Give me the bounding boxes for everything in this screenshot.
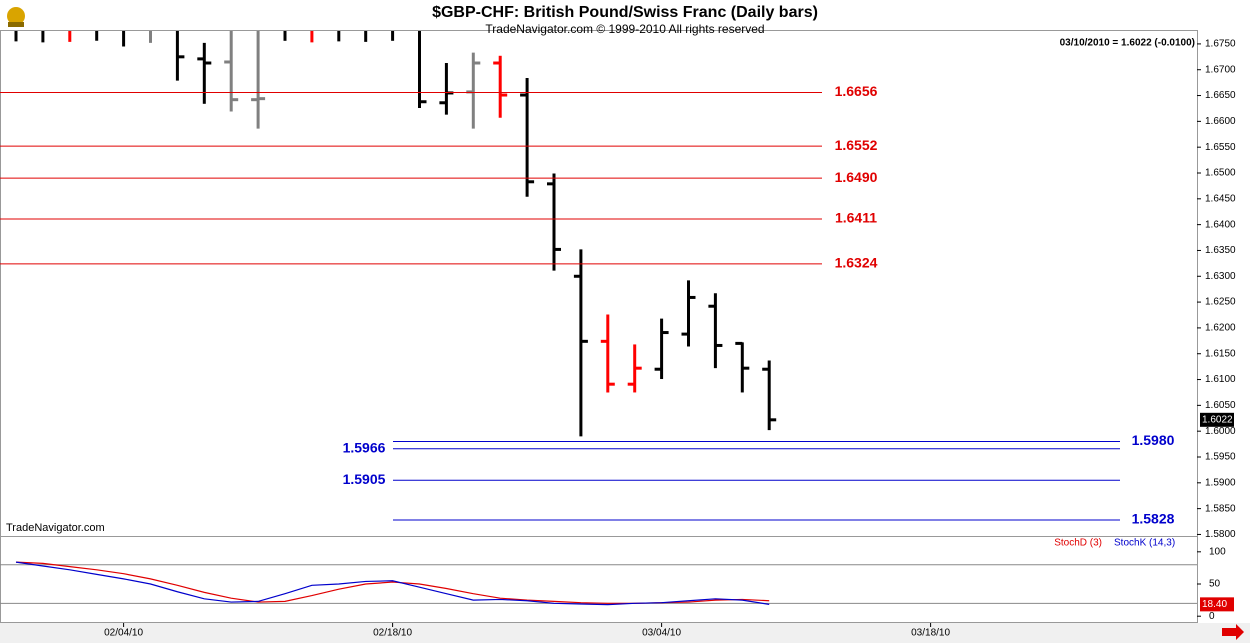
watermark: TradeNavigator.com <box>6 522 105 534</box>
x-tick-label: 03/04/10 <box>642 628 681 639</box>
y-tick-label: 1.6050 <box>1205 400 1236 411</box>
y-tick-label: 1.6000 <box>1205 426 1236 437</box>
level-label: 1.6552 <box>835 137 878 153</box>
level-label: 1.5828 <box>1132 511 1175 527</box>
stoch-panel <box>0 536 1198 623</box>
stoch-last-box <box>1200 597 1234 612</box>
y-tick-label: 1.6100 <box>1205 374 1236 385</box>
date-axis <box>0 623 1250 643</box>
logo <box>7 7 25 27</box>
y-tick-label: 0 <box>1209 611 1215 622</box>
legend-entry: StochD (3) <box>1054 538 1102 549</box>
price-plot <box>14 31 777 437</box>
x-tick-label: 03/18/10 <box>911 628 950 639</box>
chart-title: $GBP-CHF: British Pound/Swiss Franc (Dai… <box>432 4 818 21</box>
y-tick-label: 1.6550 <box>1205 142 1236 153</box>
legend-entry: StochK (14,3) <box>1114 538 1175 549</box>
y-tick-label: 1.6600 <box>1205 116 1236 127</box>
level-label: 1.6490 <box>835 169 878 185</box>
y-tick-label: 1.5900 <box>1205 477 1236 488</box>
x-tick-label: 02/04/10 <box>104 628 143 639</box>
y-tick-label: 1.5950 <box>1205 452 1236 463</box>
y-tick-label: 1.6750 <box>1205 39 1236 50</box>
y-tick-label: 1.6200 <box>1205 323 1236 334</box>
chart-subtitle: TradeNavigator.com © 1999-2010 All right… <box>485 22 764 36</box>
last-price-box <box>1200 412 1234 427</box>
y-tick-label: 1.6300 <box>1205 271 1236 282</box>
y-tick-label: 1.6450 <box>1205 193 1236 204</box>
level-label: 1.5966 <box>343 439 386 455</box>
level-label: 1.6411 <box>835 210 877 226</box>
y-tick-label: 1.5850 <box>1205 503 1236 514</box>
y-tick-label: 1.6500 <box>1205 168 1236 179</box>
y-tick-label: 1.6250 <box>1205 297 1236 308</box>
last-price-label: 1.6022 <box>1202 414 1233 425</box>
stoch-line <box>15 561 770 606</box>
x-tick-label: 02/18/10 <box>373 628 412 639</box>
level-label: 1.6656 <box>835 83 878 99</box>
level-label: 1.5905 <box>343 471 386 487</box>
y-tick-label: 50 <box>1209 579 1221 590</box>
stoch-last-label: 18.40 <box>1202 599 1227 610</box>
scroll-arrow[interactable] <box>1222 624 1244 640</box>
y-tick-label: 1.6400 <box>1205 219 1236 230</box>
y-tick-label: 1.6350 <box>1205 245 1236 256</box>
y-tick-label: 1.6700 <box>1205 64 1236 75</box>
last-info: 03/10/2010 = 1.6022 (-0.0100) <box>1060 38 1195 49</box>
y-tick-label: 1.6650 <box>1205 90 1236 101</box>
y-tick-label: 1.5800 <box>1205 529 1236 540</box>
level-label: 1.5980 <box>1132 432 1175 448</box>
y-tick-label: 100 <box>1209 546 1226 557</box>
y-tick-label: 1.6150 <box>1205 348 1236 359</box>
level-label: 1.6324 <box>835 255 878 271</box>
